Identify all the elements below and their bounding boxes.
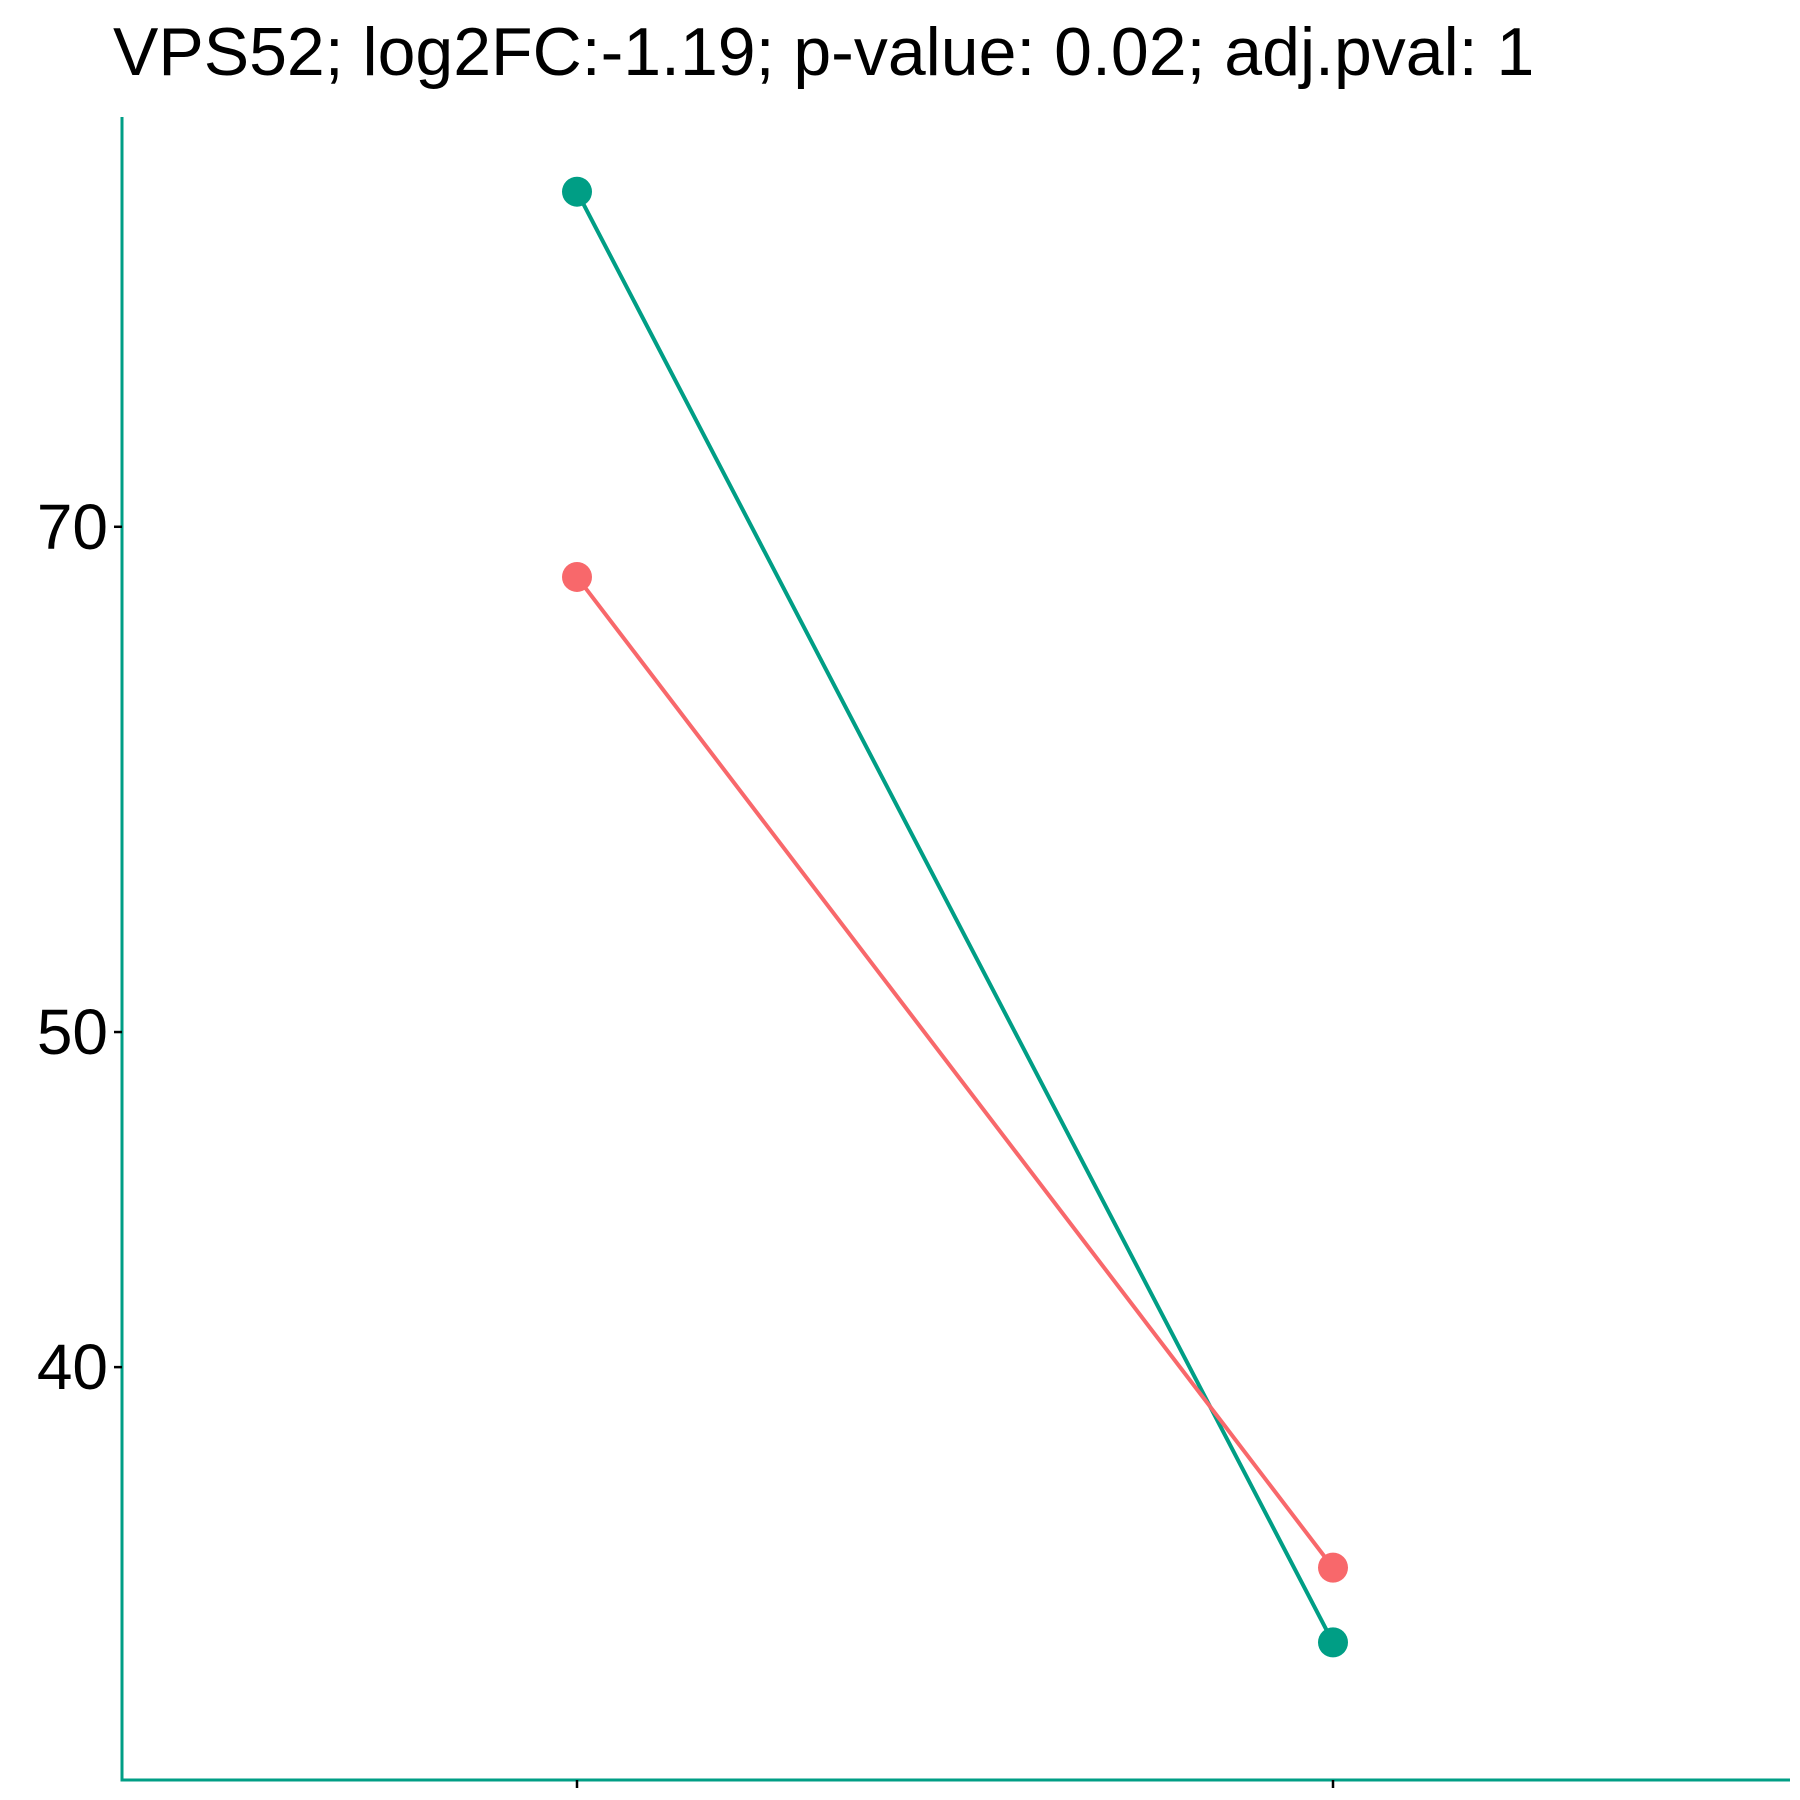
data-point	[562, 561, 592, 592]
series-line	[575, 574, 1335, 1570]
y-tick-label: 70	[37, 491, 108, 563]
y-tick-label: 40	[37, 1331, 108, 1403]
series-layer	[562, 176, 1348, 1658]
data-point	[1318, 1552, 1348, 1583]
data-point	[1318, 1627, 1348, 1658]
chart-title: VPS52; log2FC:-1.19; p-value: 0.02; adj.…	[113, 14, 1534, 90]
axes: 40 50 70	[37, 117, 1790, 1788]
y-tick-label: 50	[37, 996, 108, 1068]
data-point	[562, 176, 592, 207]
series-line	[575, 189, 1335, 1645]
series-2	[562, 561, 1348, 1583]
